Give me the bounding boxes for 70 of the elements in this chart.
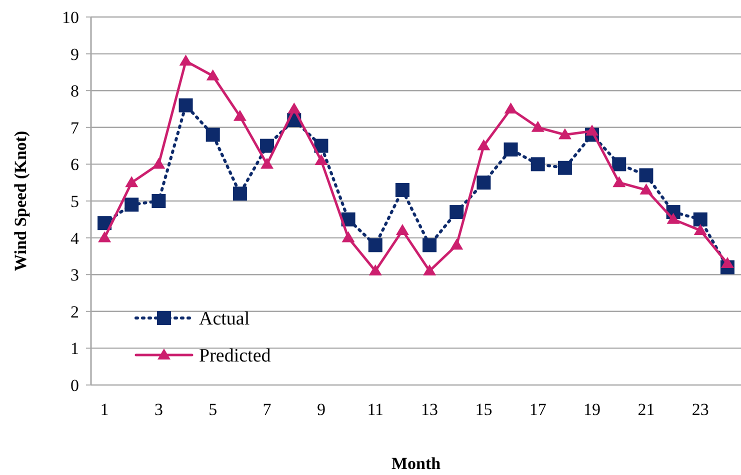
point: [314, 154, 328, 166]
point: [98, 231, 112, 242]
y-tick-label: 7: [70, 118, 80, 138]
point: [260, 158, 274, 169]
x-tick-label: 3: [154, 400, 163, 419]
y-tick-label: 6: [70, 155, 79, 174]
point: [368, 264, 382, 276]
point: [368, 238, 382, 252]
y-tick-label: 9: [70, 44, 79, 64]
point: [179, 54, 192, 66]
point: [531, 120, 544, 132]
point: [504, 102, 518, 114]
point: [124, 198, 139, 212]
legend-label: Actual: [199, 308, 250, 330]
point: [260, 138, 274, 153]
y-tick-label: 3: [70, 266, 79, 285]
point: [694, 224, 707, 235]
point: [612, 157, 626, 172]
y-tick-label: 2: [70, 302, 79, 322]
point: [422, 238, 437, 252]
y-tick-label: 10: [62, 8, 79, 27]
point: [504, 142, 518, 156]
point: [423, 264, 436, 276]
y-tick-label: 1: [70, 339, 79, 358]
x-tick-label: 17: [529, 400, 547, 419]
point: [342, 231, 355, 242]
point: [612, 176, 626, 188]
y-tick-label: 8: [70, 82, 79, 101]
point: [476, 176, 491, 190]
x-tick-label: 13: [421, 400, 438, 419]
x-tick-label: 9: [316, 400, 326, 419]
x-tick-label: 11: [367, 400, 384, 419]
point: [395, 182, 410, 197]
point: [232, 186, 247, 201]
point: [125, 176, 138, 188]
x-axis-title: Month: [391, 454, 442, 473]
point: [639, 168, 654, 182]
x-tick-label: 21: [638, 400, 655, 419]
point: [152, 194, 166, 208]
point: [640, 183, 653, 194]
y-axis-title: Wind Speed (Knot): [11, 130, 30, 272]
point: [233, 110, 246, 121]
y-tick-label: 0: [70, 376, 79, 395]
x-tick-label: 5: [208, 400, 218, 419]
point: [558, 160, 572, 175]
point: [586, 124, 599, 136]
point: [450, 205, 464, 220]
legend-label: Predicted: [199, 346, 272, 367]
point: [178, 98, 193, 112]
point: [693, 212, 708, 226]
x-tick-label: 1: [100, 400, 109, 419]
y-tick-label: 5: [70, 192, 79, 211]
point: [206, 128, 220, 142]
x-tick-label: 19: [584, 400, 601, 419]
point: [396, 224, 409, 235]
point: [450, 238, 464, 250]
x-tick-label: 7: [262, 400, 272, 419]
point: [666, 212, 680, 224]
y-tick-label: 4: [70, 228, 80, 248]
point: [477, 139, 490, 150]
point: [720, 257, 734, 268]
x-tick-label: 15: [475, 400, 492, 419]
point: [206, 69, 220, 80]
point: [314, 138, 328, 153]
point: [530, 157, 545, 172]
point: [558, 128, 572, 140]
point: [98, 216, 112, 230]
point: [152, 158, 166, 169]
x-tick-label: 23: [692, 400, 709, 419]
point: [288, 102, 301, 114]
